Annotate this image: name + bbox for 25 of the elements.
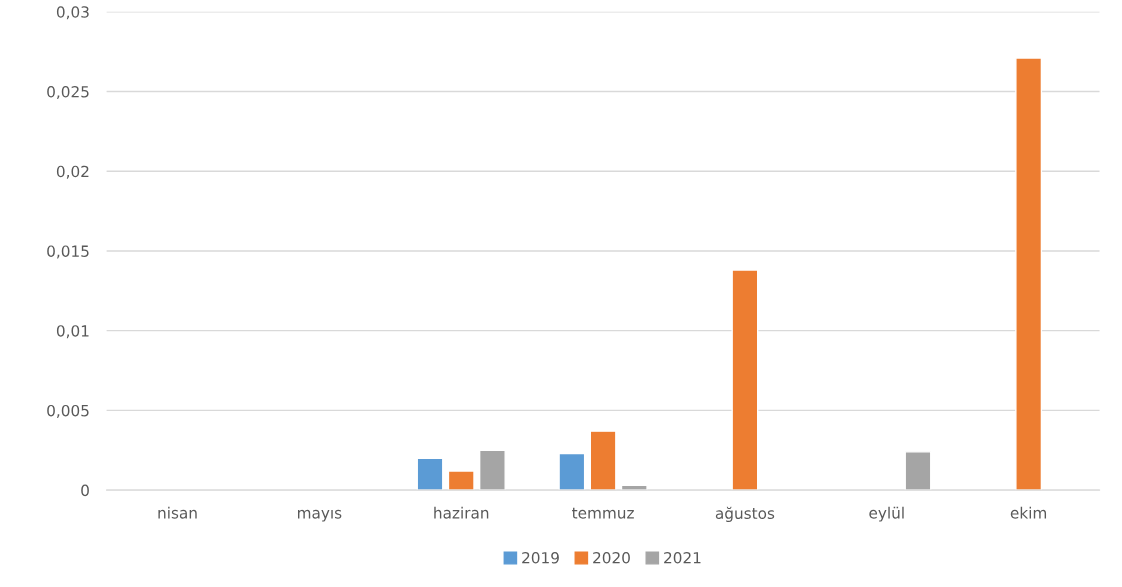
y-tick-label: 0,015 bbox=[47, 245, 89, 259]
bar bbox=[1015, 57, 1043, 491]
x-tick-label: nisan bbox=[158, 506, 197, 519]
x-tick-label: mayıs bbox=[298, 509, 342, 522]
y-tick-label: 0,03 bbox=[56, 6, 89, 20]
y-tick-label: 0,02 bbox=[56, 165, 89, 179]
bar bbox=[416, 457, 444, 491]
y-tick-label: 0,025 bbox=[47, 85, 89, 100]
y-tick-label: 0,005 bbox=[47, 404, 89, 418]
legend-label: 2021 bbox=[664, 552, 701, 564]
bar bbox=[589, 430, 617, 491]
x-tick-label: temmuz bbox=[572, 507, 634, 519]
bar bbox=[478, 449, 506, 491]
x-tick-label: ağustos bbox=[715, 506, 775, 522]
x-tick-label: eylül bbox=[869, 506, 904, 522]
x-tick-label: haziran bbox=[434, 506, 489, 519]
legend-label: 2019 bbox=[522, 552, 559, 564]
x-tick-label: ekim bbox=[1010, 506, 1047, 519]
legend-label: 2020 bbox=[593, 552, 630, 564]
bar bbox=[558, 452, 586, 491]
y-tick-label: 0 bbox=[81, 484, 89, 497]
bar bbox=[447, 470, 475, 491]
y-tick-label: 0,01 bbox=[56, 325, 89, 339]
bar bbox=[731, 269, 759, 491]
bar bbox=[904, 451, 932, 491]
